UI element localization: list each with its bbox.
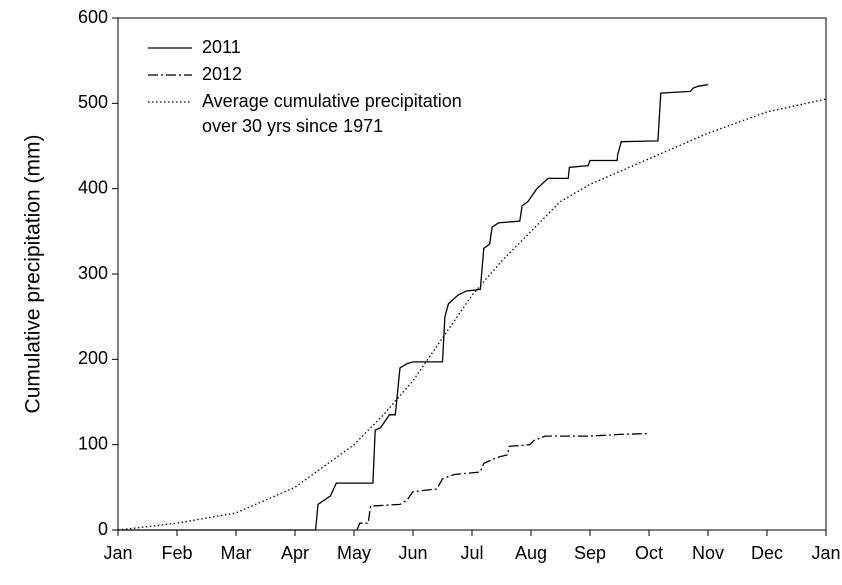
y-tick-label: 600 [78, 7, 108, 27]
x-tick-label: Mar [221, 543, 252, 563]
y-tick-label: 100 [78, 433, 108, 453]
x-tick-label: May [337, 543, 371, 563]
x-tick-label: Jan [103, 543, 132, 563]
x-tick-label: Nov [692, 543, 724, 563]
x-tick-label: Jun [398, 543, 427, 563]
x-tick-label: Feb [161, 543, 192, 563]
x-tick-label: Jan [811, 543, 840, 563]
series-line [118, 83, 709, 531]
y-tick-label: 200 [78, 348, 108, 368]
y-tick-label: 400 [78, 177, 108, 197]
series-line [356, 432, 648, 531]
x-tick-label: Aug [515, 543, 547, 563]
y-axis-title: Cumulative precipitation (mm) [22, 135, 45, 414]
legend-label: 2011 [202, 37, 241, 57]
y-tick-label: 0 [98, 519, 108, 539]
y-tick-label: 300 [78, 263, 108, 283]
x-tick-label: Oct [635, 543, 663, 563]
y-tick-label: 500 [78, 92, 108, 112]
x-tick-label: Dec [751, 543, 783, 563]
x-tick-label: Jul [460, 543, 483, 563]
legend-label: 2012 [202, 64, 242, 84]
x-tick-label: Sep [574, 543, 606, 563]
series-line [117, 98, 827, 531]
legend-label: Average cumulative precipitation over 30 … [202, 91, 462, 136]
x-tick-label: Apr [281, 543, 309, 563]
